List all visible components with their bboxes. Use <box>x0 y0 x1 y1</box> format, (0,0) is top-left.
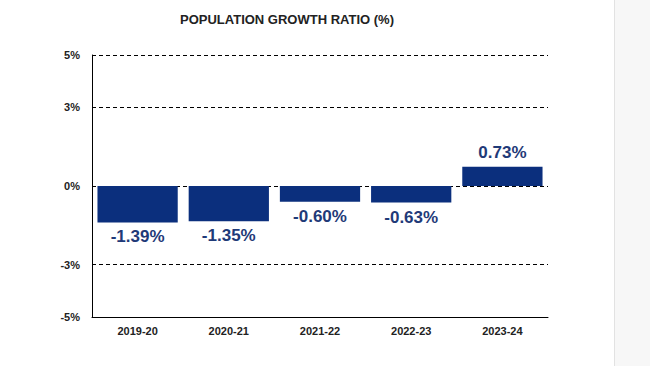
svg-text:POPULATION GROWTH RATIO (%): POPULATION GROWTH RATIO (%) <box>180 12 394 27</box>
svg-text:-0.60%: -0.60% <box>293 207 347 226</box>
svg-text:3%: 3% <box>64 101 80 113</box>
svg-text:2019-20: 2019-20 <box>117 325 157 337</box>
svg-text:0%: 0% <box>64 180 80 192</box>
svg-text:2023-24: 2023-24 <box>482 325 523 337</box>
svg-text:-3%: -3% <box>60 259 80 271</box>
svg-text:-1.39%: -1.39% <box>111 227 165 246</box>
svg-text:-0.63%: -0.63% <box>384 208 438 227</box>
svg-text:2020-21: 2020-21 <box>209 325 249 337</box>
svg-text:-1.35%: -1.35% <box>202 226 256 245</box>
svg-text:0.73%: 0.73% <box>478 143 526 162</box>
svg-text:5%: 5% <box>64 49 80 61</box>
svg-text:2021-22: 2021-22 <box>300 325 340 337</box>
svg-text:2022-23: 2022-23 <box>391 325 431 337</box>
svg-text:-5%: -5% <box>60 311 80 323</box>
